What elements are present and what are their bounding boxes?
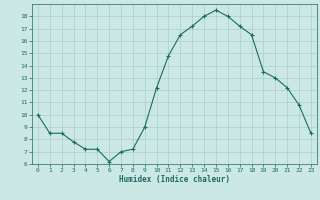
X-axis label: Humidex (Indice chaleur): Humidex (Indice chaleur) — [119, 175, 230, 184]
